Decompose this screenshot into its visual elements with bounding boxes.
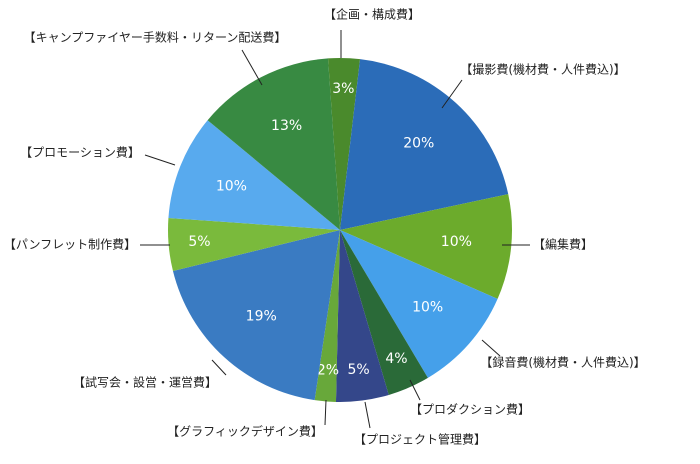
category-label: 【録音費(機材費・人件費込)】 (480, 355, 645, 370)
leader-line (481, 339, 501, 357)
leader-line (324, 399, 327, 426)
pie-slice (168, 120, 340, 230)
pie-slice (314, 230, 340, 402)
category-label: 【プロダクション費】 (410, 402, 530, 417)
leader-line (211, 359, 227, 376)
pie-slice (172, 230, 340, 401)
value-label: 10% (412, 299, 443, 315)
category-label: 【プロモーション費】 (20, 145, 140, 160)
value-label: 19% (246, 308, 277, 324)
leader-line (409, 379, 421, 401)
leader-line (441, 79, 463, 109)
category-label: 【企画・構成費】 (324, 7, 420, 22)
pie-slice (340, 59, 509, 230)
pie-slice (335, 230, 389, 402)
category-label: 【撮影費(機材費・人件費込)】 (460, 62, 625, 77)
category-label: 【試写会・設営・運営費】 (73, 375, 217, 390)
value-label: 10% (441, 234, 472, 250)
value-label: 5% (188, 234, 210, 250)
value-label: 10% (216, 178, 247, 194)
pie-slice (340, 230, 428, 395)
leader-line (364, 401, 371, 429)
pie-slice (340, 194, 512, 299)
value-label: 13% (271, 118, 302, 134)
category-label: 【キャンプファイヤー手数料・リターン配送費】 (24, 30, 287, 45)
value-label: 4% (385, 351, 407, 367)
category-label: 【編集費】 (533, 237, 593, 252)
pie-slice (207, 58, 340, 231)
category-label: 【グラフィックデザイン費】 (167, 424, 323, 439)
category-label: 【プロジェクト管理費】 (354, 432, 486, 447)
value-label: 2% (317, 363, 339, 379)
leader-line (241, 49, 263, 86)
category-label: 【パンフレット制作費】 (4, 237, 136, 252)
leader-line (144, 154, 176, 166)
value-label: 3% (332, 81, 354, 97)
pie-slice (168, 217, 340, 272)
value-label: 5% (347, 362, 369, 378)
value-label: 20% (403, 136, 434, 152)
pie-slice (340, 230, 498, 378)
pie-slice (328, 58, 361, 231)
